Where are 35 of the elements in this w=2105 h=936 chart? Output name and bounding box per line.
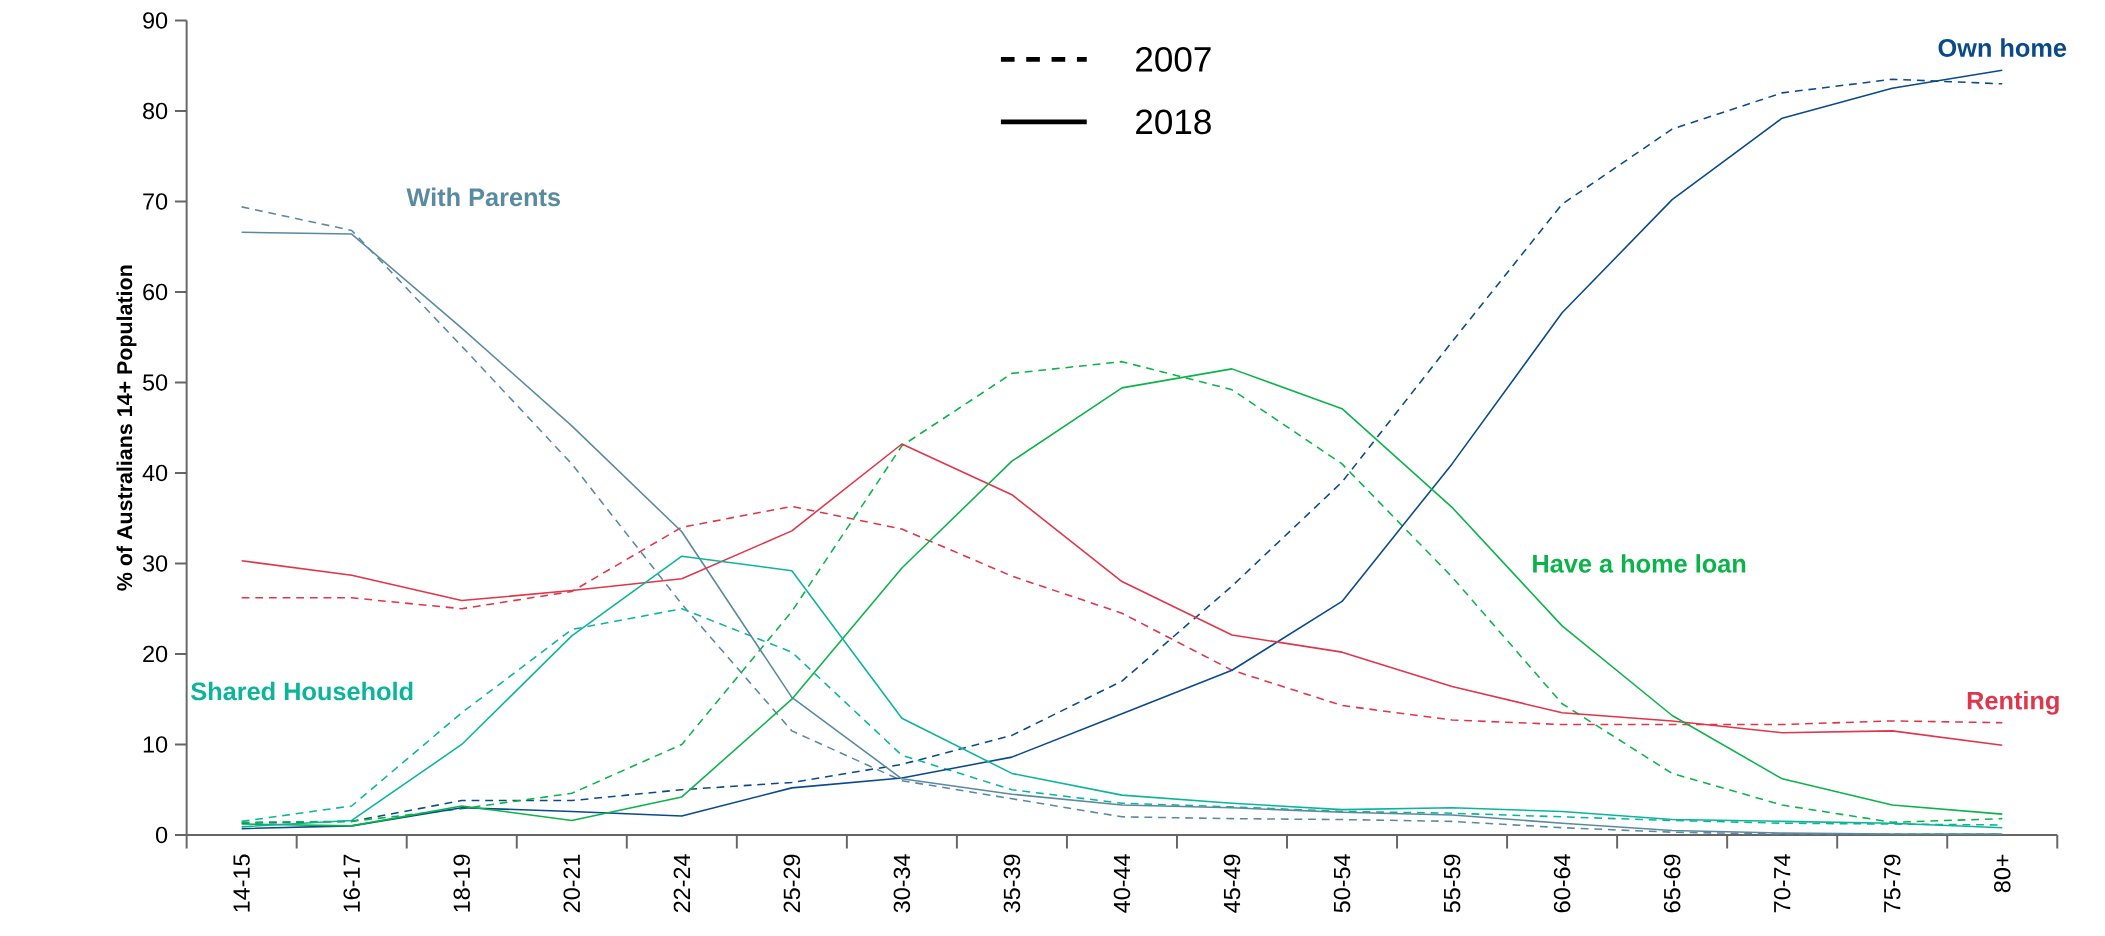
x-tick-label: 22-24 (673, 854, 690, 913)
x-tick-label: 16-17 (343, 854, 360, 912)
x-tick-label: 75-79 (1883, 854, 1901, 912)
y-tick-label: 50 (143, 374, 168, 391)
y-axis-title: % of Australians 14+ Population (116, 265, 137, 591)
series-label: Renting (1967, 690, 2059, 715)
x-tick-label: 45-49 (1223, 854, 1241, 913)
x-tick-label: 80+ (1993, 854, 2011, 893)
y-tick-label: 40 (142, 464, 168, 482)
x-tick-label: 14-15 (233, 854, 250, 912)
y-tick-label: 70 (143, 193, 168, 210)
x-tick-label: 30-34 (893, 854, 911, 913)
y-tick-label: 0 (155, 826, 168, 844)
x-tick-label: 25-29 (783, 854, 801, 913)
x-tick-label: 55-59 (1443, 854, 1461, 913)
annotation: 2007 (1136, 46, 1211, 72)
text: Shared Household (191, 681, 413, 701)
annotation: 2018 (1136, 109, 1211, 135)
x-tick-label: 18-19 (453, 854, 470, 912)
series-label: Own home (1938, 38, 2067, 57)
x-tick-label: 20-21 (563, 854, 581, 913)
x-tick-label: 50-54 (1333, 854, 1351, 913)
text: With Parents (406, 187, 561, 207)
x-tick-label: 65-69 (1663, 854, 1681, 912)
x-tick-label: 70-74 (1773, 854, 1791, 912)
y-tick-label: 20 (143, 645, 168, 663)
x-tick-label: 40-44 (1113, 854, 1131, 913)
x-tick-label: 35-39 (1003, 854, 1021, 913)
y-tick-label: 60 (143, 283, 168, 301)
y-tick-label: 90 (143, 12, 168, 29)
series-label: Have a home loan (1533, 554, 1746, 573)
y-tick-label: 10 (143, 736, 168, 753)
x-tick-label: 60-64 (1553, 854, 1571, 912)
y-tick-label: 80 (143, 102, 168, 120)
y-tick-label: 30 (142, 555, 168, 572)
